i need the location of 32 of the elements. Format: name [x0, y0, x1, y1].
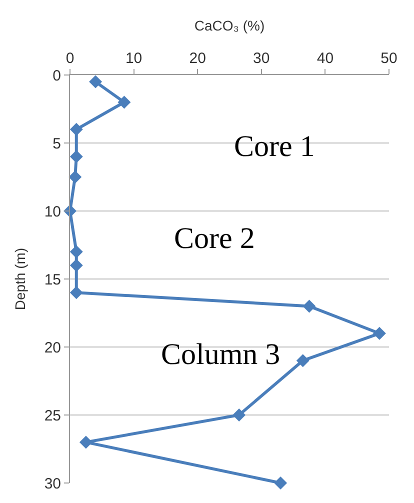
annotation: Column 3	[161, 338, 280, 371]
point	[232, 408, 246, 422]
y-tick-label: 20	[44, 339, 61, 356]
point	[70, 122, 83, 136]
y-tick-label: 30	[44, 475, 61, 492]
y-axis-title: Depth (m)	[12, 248, 28, 310]
point	[70, 286, 83, 300]
point	[302, 300, 316, 313]
point	[89, 75, 102, 88]
y-tick-label: 5	[52, 135, 61, 152]
annotation: Core 2	[174, 222, 255, 255]
point	[68, 170, 82, 184]
x-axis-title: CaCO₃ (%)	[194, 18, 265, 34]
x-tick-label: 20	[189, 50, 206, 67]
point	[70, 258, 83, 272]
x-tick-label: 10	[125, 50, 142, 67]
x-tick-label: 40	[316, 50, 334, 67]
y-tick-label: 0	[52, 67, 61, 84]
point	[118, 96, 131, 109]
point	[70, 150, 83, 164]
point	[296, 354, 310, 368]
annotation: Core 1	[234, 130, 315, 163]
point	[372, 326, 386, 340]
x-tick-label: 0	[66, 50, 74, 67]
x-tick-label: 50	[380, 50, 398, 67]
x-tick-label: 30	[253, 50, 270, 67]
point	[70, 245, 83, 258]
y-tick-label: 25	[44, 407, 61, 424]
point	[274, 476, 288, 490]
point	[79, 436, 92, 449]
y-tick-label: 15	[44, 271, 61, 288]
y-tick-label: 10	[44, 203, 61, 220]
